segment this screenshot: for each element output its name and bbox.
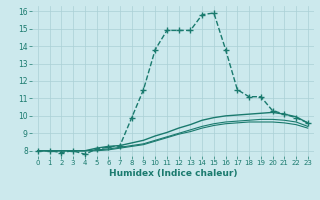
X-axis label: Humidex (Indice chaleur): Humidex (Indice chaleur) xyxy=(108,169,237,178)
